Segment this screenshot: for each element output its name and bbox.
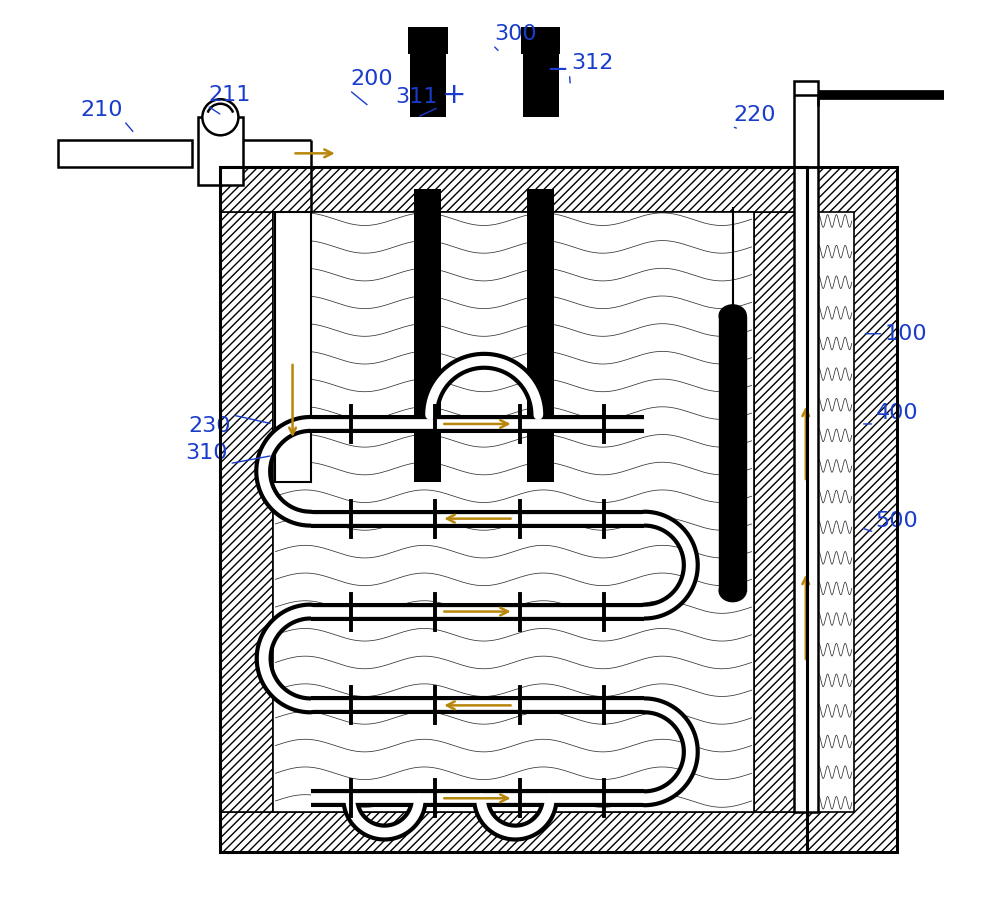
Text: 312: 312 <box>571 53 613 73</box>
Ellipse shape <box>719 305 746 327</box>
Bar <box>527 189 554 482</box>
Bar <box>58 140 192 167</box>
Bar <box>414 189 441 482</box>
Bar <box>719 316 746 591</box>
Bar <box>814 212 854 812</box>
Text: 400: 400 <box>876 403 918 423</box>
Text: 230: 230 <box>188 416 231 436</box>
Text: +: + <box>442 80 466 109</box>
Bar <box>521 27 560 54</box>
Bar <box>807 167 897 852</box>
Text: 310: 310 <box>186 443 228 463</box>
Bar <box>273 212 754 812</box>
Bar <box>794 81 818 812</box>
Bar <box>220 167 807 852</box>
Bar <box>220 212 273 812</box>
Bar <box>220 812 807 852</box>
Text: 311: 311 <box>395 87 437 106</box>
Text: 210: 210 <box>80 100 123 120</box>
Text: 220: 220 <box>733 106 776 125</box>
Bar <box>410 54 446 117</box>
Bar <box>198 117 243 185</box>
Text: 500: 500 <box>876 511 918 531</box>
Bar <box>523 54 559 117</box>
Text: 200: 200 <box>351 69 393 89</box>
Text: 100: 100 <box>885 324 927 344</box>
Bar <box>807 167 897 852</box>
Bar <box>754 212 807 812</box>
Bar <box>220 167 807 852</box>
Text: 300: 300 <box>494 24 537 44</box>
Bar <box>220 167 807 212</box>
Bar <box>807 167 897 852</box>
Ellipse shape <box>719 580 746 602</box>
Text: 211: 211 <box>208 85 251 105</box>
Bar <box>274 212 311 482</box>
Circle shape <box>202 99 238 135</box>
Bar <box>408 27 448 54</box>
Text: −: − <box>547 58 569 83</box>
